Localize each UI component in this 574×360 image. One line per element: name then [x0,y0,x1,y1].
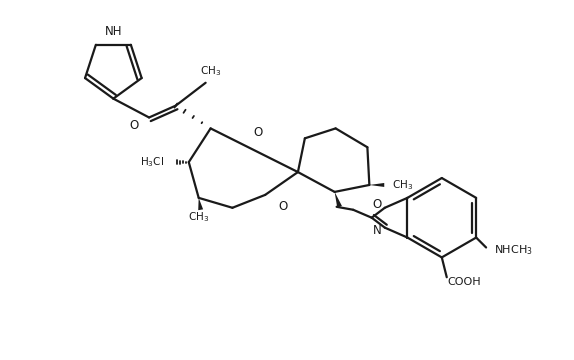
Text: O: O [372,198,382,211]
Text: CH$_3$: CH$_3$ [188,210,210,224]
Text: CH$_3$: CH$_3$ [200,64,221,78]
Text: COOH: COOH [448,277,482,287]
Text: H$_3$Cl: H$_3$Cl [140,155,164,169]
Text: CH$_3$: CH$_3$ [392,178,413,192]
Polygon shape [198,198,203,210]
Polygon shape [369,183,384,187]
Text: O: O [278,200,288,213]
Polygon shape [335,192,342,208]
Text: NHCH$_3$: NHCH$_3$ [494,244,533,257]
Text: O: O [254,126,263,139]
Text: O: O [130,119,139,132]
Text: N: N [373,224,381,237]
Text: NH: NH [104,24,122,38]
